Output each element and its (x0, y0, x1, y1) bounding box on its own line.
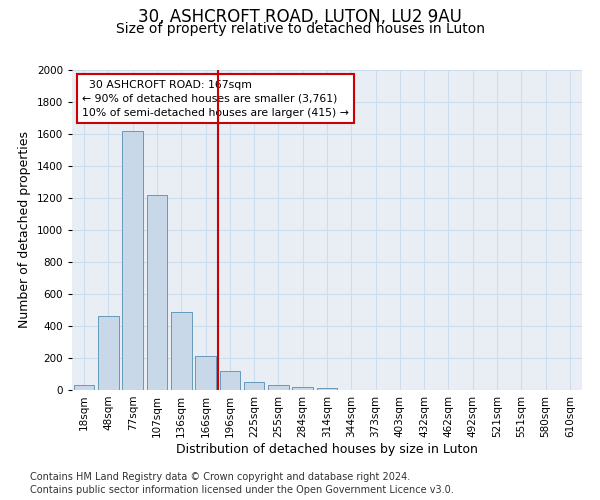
Text: 30 ASHCROFT ROAD: 167sqm
← 90% of detached houses are smaller (3,761)
10% of sem: 30 ASHCROFT ROAD: 167sqm ← 90% of detach… (82, 80, 349, 118)
Bar (146, 195, 167, 390)
Bar (122, 131, 143, 390)
Text: Contains HM Land Registry data © Crown copyright and database right 2024.: Contains HM Land Registry data © Crown c… (30, 472, 410, 482)
Text: Contains public sector information licensed under the Open Government Licence v3: Contains public sector information licen… (30, 485, 454, 495)
Bar (244, 382, 265, 390)
Bar (195, 356, 216, 390)
Bar (171, 312, 191, 390)
Text: Size of property relative to detached houses in Luton: Size of property relative to detached ho… (115, 22, 485, 36)
Bar (317, 388, 337, 390)
Bar (268, 385, 289, 390)
Y-axis label: Number of detached properties: Number of detached properties (18, 132, 31, 328)
Bar (98, 316, 119, 390)
Text: Distribution of detached houses by size in Luton: Distribution of detached houses by size … (176, 442, 478, 456)
Bar (74, 385, 94, 390)
Text: 30, ASHCROFT ROAD, LUTON, LU2 9AU: 30, ASHCROFT ROAD, LUTON, LU2 9AU (138, 8, 462, 26)
Bar (220, 371, 240, 390)
Bar (292, 387, 313, 390)
